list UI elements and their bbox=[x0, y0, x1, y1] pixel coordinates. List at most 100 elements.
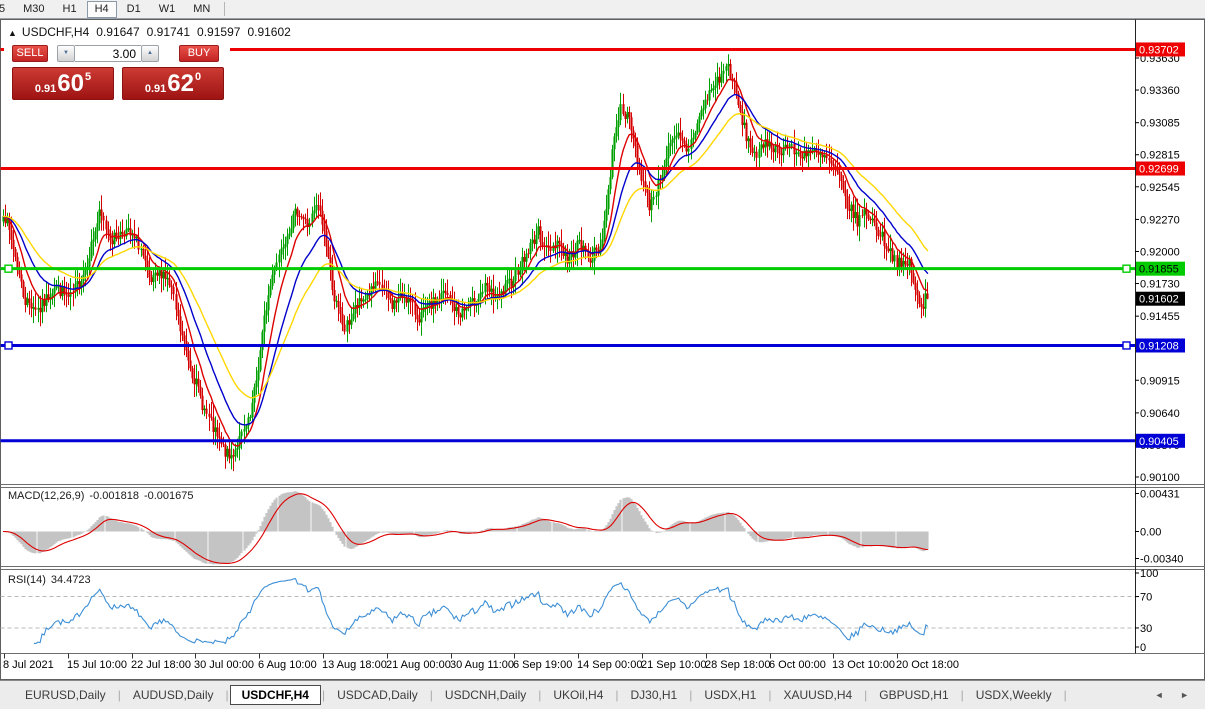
horizontal-level-lines[interactable] bbox=[0, 47, 1136, 443]
collapse-panel-icon[interactable]: ▲ bbox=[8, 28, 17, 38]
time-axis: 8 Jul 2021 15 Jul 10:00 22 Jul 18:00 30 Jul… bbox=[3, 653, 959, 671]
buy-price-prefix: 0.91 bbox=[144, 83, 167, 95]
tab-divider: | bbox=[429, 688, 433, 702]
buy-price-box[interactable]: 0.91 62 0 bbox=[122, 67, 224, 100]
svg-text:0.90100: 0.90100 bbox=[1140, 472, 1180, 484]
timeframe-button-MN[interactable]: MN bbox=[193, 2, 211, 15]
svg-text:0.91208: 0.91208 bbox=[1139, 340, 1179, 352]
moving-average-lines bbox=[2, 78, 929, 447]
svg-text:15 Jul 10:00: 15 Jul 10:00 bbox=[67, 659, 127, 671]
sell-button[interactable]: SELL bbox=[12, 45, 48, 62]
macd-value-main: -0.001818 bbox=[89, 490, 139, 502]
svg-text:30 Aug 11:00: 30 Aug 11:00 bbox=[450, 659, 514, 671]
chart-tab-usdcad-daily[interactable]: USDCAD,Daily bbox=[337, 688, 418, 702]
sell-price-prefix: 0.91 bbox=[34, 83, 57, 95]
ohlc-open: 0.91647 bbox=[96, 25, 140, 39]
sell-price-box[interactable]: 0.91 60 5 bbox=[12, 67, 114, 100]
candlestick-series bbox=[2, 54, 929, 472]
ohlc-low: 0.91597 bbox=[197, 25, 241, 39]
svg-text:30: 30 bbox=[1140, 623, 1152, 635]
timeframe-button-H1[interactable]: H1 bbox=[62, 2, 77, 15]
chart-symbol-title: USDCHF,H4 bbox=[21, 25, 90, 39]
tab-scroll-left-icon[interactable]: ◄ bbox=[1154, 690, 1164, 700]
svg-text:70: 70 bbox=[1140, 592, 1152, 604]
svg-text:0.92815: 0.92815 bbox=[1140, 150, 1180, 162]
rsi-pane: 100 70 30 0 bbox=[0, 568, 1158, 654]
svg-text:6 Aug 10:00: 6 Aug 10:00 bbox=[258, 659, 317, 671]
timeframe-button-M30[interactable]: M30 bbox=[23, 2, 45, 15]
chart-tab-eurusd-daily[interactable]: EURUSD,Daily bbox=[25, 688, 106, 702]
svg-text:0.93085: 0.93085 bbox=[1140, 118, 1180, 130]
ohlc-high: 0.91741 bbox=[146, 25, 191, 39]
one-click-trading-panel: SELL ▼ ▲ BUY 0.91 60 5 0.91 62 0 bbox=[4, 40, 230, 104]
svg-text:30 Jul 00:00: 30 Jul 00:00 bbox=[194, 659, 254, 671]
timeframe-button-D1[interactable]: D1 bbox=[126, 2, 141, 15]
svg-text:0.00: 0.00 bbox=[1140, 527, 1161, 539]
svg-text:0.92699: 0.92699 bbox=[1139, 164, 1179, 176]
macd-label: MACD(12,26,9) -0.001818 -0.001675 bbox=[8, 490, 199, 502]
svg-text:0.91730: 0.91730 bbox=[1140, 279, 1180, 291]
timeframe-button-W1[interactable]: W1 bbox=[158, 2, 176, 15]
tab-scroll-right-icon[interactable]: ► bbox=[1180, 690, 1189, 700]
svg-text:0.91602: 0.91602 bbox=[1139, 294, 1179, 306]
tab-divider: | bbox=[768, 688, 772, 702]
sell-price-big: 60 bbox=[57, 69, 84, 97]
chart-tab-usdchf-h4[interactable]: USDCHF,H4 bbox=[229, 685, 321, 705]
svg-text:0.92545: 0.92545 bbox=[1140, 182, 1180, 194]
timeframe-toolbar: 5 M30 H1 H4 D1 W1 MN bbox=[0, 0, 1205, 19]
volume-increase-button[interactable]: ▲ bbox=[141, 45, 159, 62]
svg-text:21 Sep 10:00: 21 Sep 10:00 bbox=[641, 659, 706, 671]
buy-button[interactable]: BUY bbox=[179, 45, 219, 62]
timeframe-button-5[interactable]: 5 bbox=[0, 2, 6, 15]
svg-text:0.92000: 0.92000 bbox=[1140, 246, 1180, 258]
svg-text:6 Oct 00:00: 6 Oct 00:00 bbox=[769, 659, 826, 671]
tab-divider: | bbox=[864, 688, 868, 702]
svg-text:13 Aug 18:00: 13 Aug 18:00 bbox=[322, 659, 387, 671]
svg-text:0.93360: 0.93360 bbox=[1140, 85, 1180, 97]
rsi-label: RSI(14) 34.4723 bbox=[8, 574, 96, 586]
chart-tab-xauusd-h4[interactable]: XAUUSD,H4 bbox=[783, 688, 853, 702]
toolbar-separator bbox=[224, 2, 226, 16]
chart-tabs: EURUSD,Daily | AUDUSD,Daily | USDCHF,H4 | USDC… bbox=[14, 685, 1068, 705]
svg-text:0.93702: 0.93702 bbox=[1139, 44, 1179, 56]
svg-text:0.00431: 0.00431 bbox=[1140, 489, 1180, 501]
chart-tab-usdcnh-daily[interactable]: USDCNH,Daily bbox=[444, 688, 527, 702]
svg-text:20 Oct 18:00: 20 Oct 18:00 bbox=[896, 659, 959, 671]
svg-text:0: 0 bbox=[1140, 642, 1146, 654]
chart-tab-usdx-weekly[interactable]: USDX,Weekly bbox=[975, 688, 1052, 702]
macd-value-signal: -0.001675 bbox=[143, 490, 194, 502]
tab-divider: | bbox=[1063, 688, 1067, 702]
price-level-labels: 0.93702 0.92699 0.91855 0.91208 0.90405 0.916… bbox=[1136, 42, 1185, 448]
tab-scroll-arrows: ◄ ► bbox=[1141, 690, 1189, 700]
chart-tab-audusd-daily[interactable]: AUDUSD,Daily bbox=[132, 688, 214, 702]
chart-tab-bar: EURUSD,Daily | AUDUSD,Daily | USDCHF,H4 | USDC… bbox=[0, 680, 1205, 709]
macd-pane: 0.00431 0.00 -0.00340 bbox=[2, 489, 1183, 566]
tab-divider: | bbox=[538, 688, 542, 702]
sell-price-sup: 5 bbox=[85, 71, 92, 83]
svg-text:0.92270: 0.92270 bbox=[1140, 214, 1180, 226]
buy-price-big: 62 bbox=[167, 69, 194, 97]
chart-tab-ukoil-h4[interactable]: UKOil,H4 bbox=[553, 688, 604, 702]
tab-divider: | bbox=[960, 688, 964, 702]
rsi-value: 34.4723 bbox=[50, 574, 91, 586]
svg-text:22 Jul 18:00: 22 Jul 18:00 bbox=[131, 659, 191, 671]
chart-tab-usdx-h1[interactable]: USDX,H1 bbox=[704, 688, 757, 702]
svg-text:14 Sep 00:00: 14 Sep 00:00 bbox=[577, 659, 642, 671]
timeframe-button-H4[interactable]: H4 bbox=[86, 0, 117, 18]
tab-divider: | bbox=[117, 688, 121, 702]
svg-text:0.90640: 0.90640 bbox=[1140, 408, 1180, 420]
tab-divider: | bbox=[615, 688, 619, 702]
chart-tab-gbpusd-h1[interactable]: GBPUSD,H1 bbox=[879, 688, 949, 702]
svg-text:100: 100 bbox=[1140, 568, 1158, 580]
macd-name: MACD(12,26,9) bbox=[8, 490, 85, 502]
svg-text:0.90915: 0.90915 bbox=[1140, 375, 1180, 387]
volume-input[interactable] bbox=[75, 45, 141, 62]
volume-decrease-button[interactable]: ▼ bbox=[57, 45, 75, 62]
rsi-name: RSI(14) bbox=[8, 574, 46, 586]
buy-price-sup: 0 bbox=[195, 71, 202, 83]
tab-divider: | bbox=[225, 688, 229, 702]
svg-text:6 Sep 19:00: 6 Sep 19:00 bbox=[513, 659, 572, 671]
chart-tab-dj30-h1[interactable]: DJ30,H1 bbox=[630, 688, 678, 702]
